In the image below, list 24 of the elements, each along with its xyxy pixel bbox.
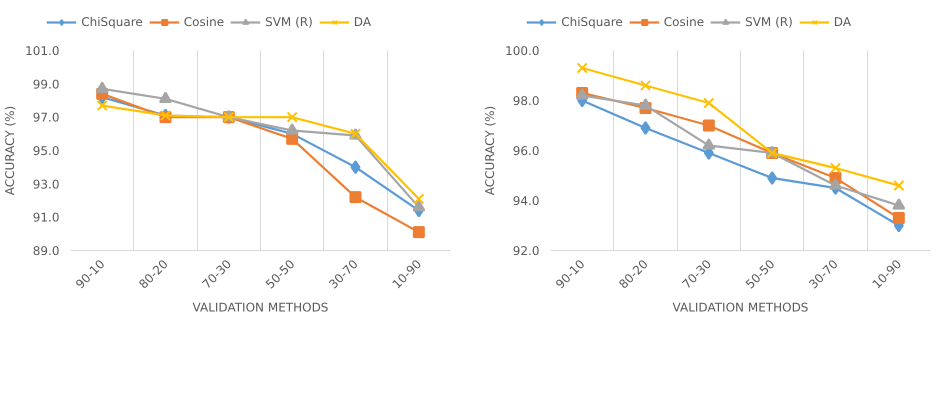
legend-label: ChiSquare [561,15,623,29]
legend-label: DA [354,15,372,29]
y-tick-label: 89.0 [32,244,60,258]
y-axis-title: ACCURACY (%) [483,106,498,196]
legend-label: DA [834,15,852,29]
y-tick-label: 99.0 [32,77,60,92]
legend-label: SVM (R) [265,15,313,29]
y-tick-label: 94.0 [512,194,540,208]
y-tick-label: 95.0 [32,144,60,158]
y-tick-label: 92.0 [512,244,540,258]
legend-label: Cosine [184,15,224,29]
x-axis-title: VALIDATION METHODS [672,300,808,315]
legend-label: Cosine [664,15,704,29]
y-tick-label: 91.0 [32,210,60,225]
y-axis-title: ACCURACY (%) [3,106,18,196]
x-axis-title: VALIDATION METHODS [192,300,328,315]
y-tick-label: 97.0 [32,110,60,125]
y-tick-label: 100.0 [505,44,540,58]
y-tick-label: 98.0 [512,94,540,108]
y-tick-label: 101.0 [25,44,60,58]
y-tick-label: 93.0 [32,177,60,192]
legend-label: ChiSquare [81,15,143,29]
legend-label: SVM (R) [745,15,793,29]
y-tick-label: 96.0 [512,144,540,158]
